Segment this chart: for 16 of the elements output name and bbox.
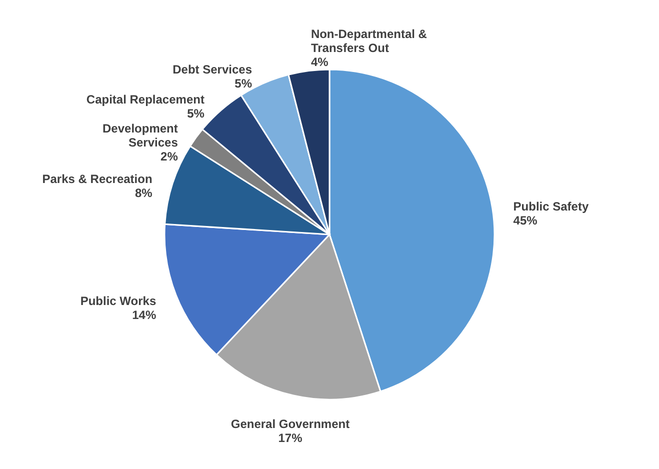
data-label: 8% — [134, 186, 153, 200]
data-label: 5% — [234, 76, 252, 90]
data-label: 2% — [160, 150, 178, 164]
data-label: 14% — [132, 308, 156, 322]
slice-label: Non-Departmental & Transfers Out — [310, 26, 428, 55]
data-label: 45% — [513, 213, 538, 228]
data-label: 17% — [278, 431, 303, 446]
slice-label: Public Safety — [513, 199, 589, 214]
slice-label: Public Works — [80, 294, 156, 308]
data-label: 5% — [187, 106, 205, 120]
slice-label: Capital Replacement — [86, 92, 204, 106]
slice-label: General Government — [230, 417, 350, 432]
data-label: 4% — [310, 54, 329, 69]
slice-label: Development Services — [102, 122, 178, 150]
slice-label: Debt Services — [172, 62, 252, 76]
slice-label: Parks & Recreation — [42, 172, 152, 186]
